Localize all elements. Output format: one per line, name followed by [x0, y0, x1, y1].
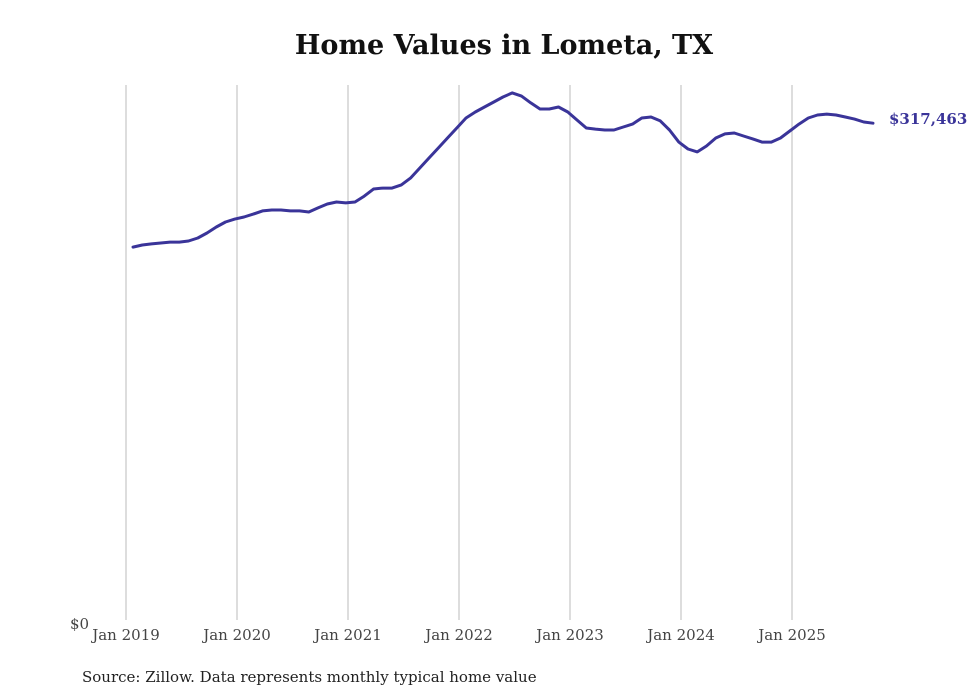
x-tick-label: Jan 2022	[423, 626, 493, 644]
chart-title: Home Values in Lometa, TX	[294, 30, 714, 61]
source-note: Source: Zillow. Data represents monthly …	[82, 668, 537, 686]
end-value-label: $317,463	[889, 110, 967, 128]
series-line	[131, 91, 875, 249]
x-tick-label: Jan 2020	[201, 626, 271, 644]
y-tick-label: $0	[70, 615, 89, 633]
x-tick-label: Jan 2019	[90, 626, 160, 644]
x-tick-label: Jan 2025	[756, 626, 826, 644]
x-tick-label: Jan 2021	[312, 626, 382, 644]
x-tick-label: Jan 2023	[534, 626, 604, 644]
x-tick-label: Jan 2024	[645, 626, 715, 644]
